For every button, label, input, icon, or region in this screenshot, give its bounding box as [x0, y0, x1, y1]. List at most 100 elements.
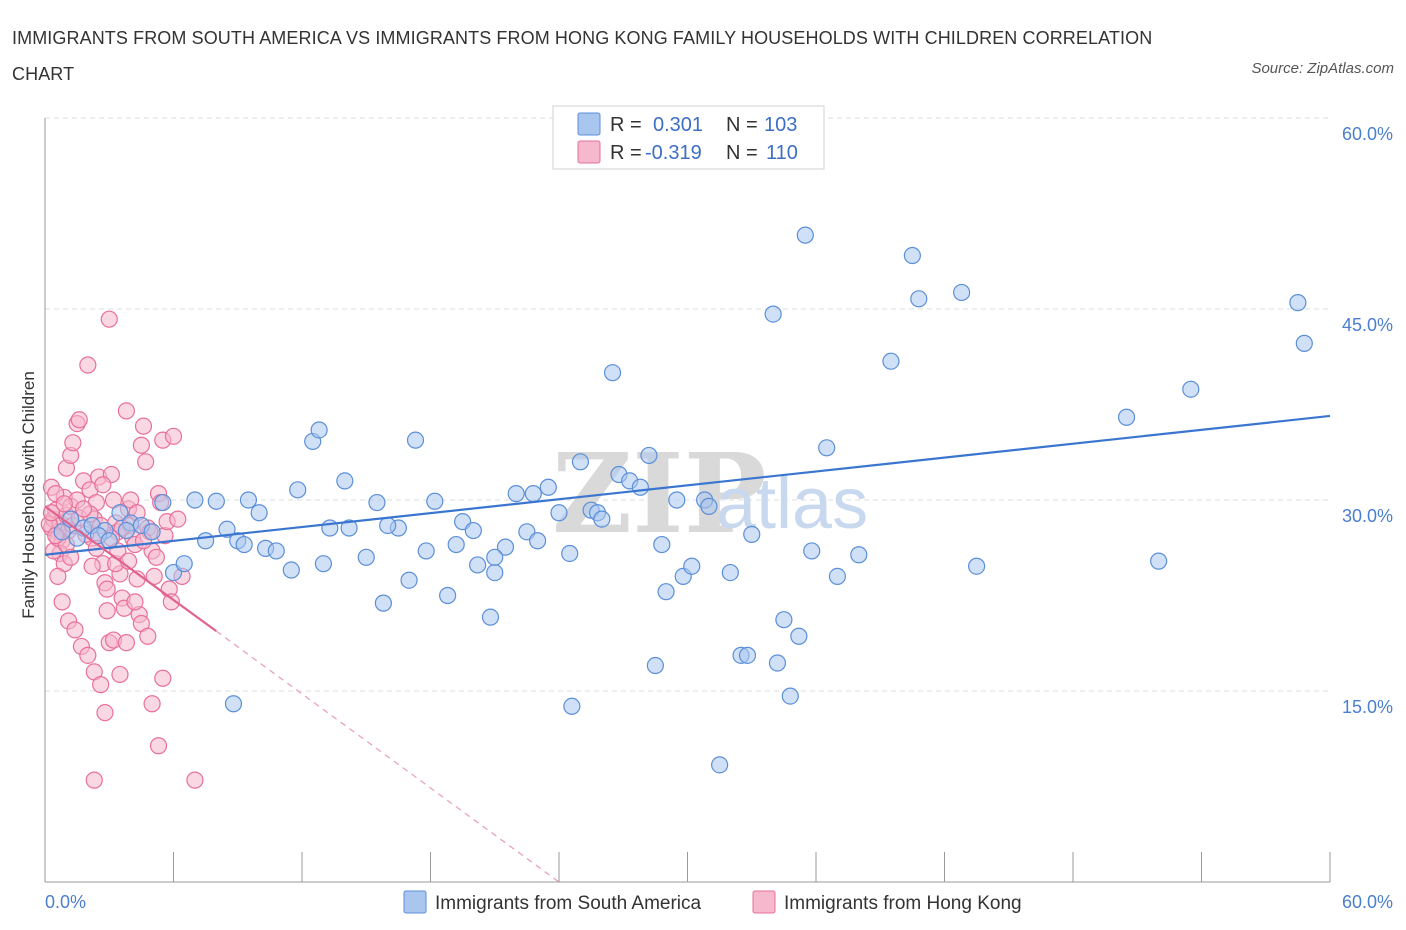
south-america-point — [593, 510, 611, 528]
hong-kong-point — [147, 548, 165, 566]
south-america-point — [953, 283, 971, 302]
y-axis-title: Family Households with Children — [19, 371, 38, 619]
south-america-point — [653, 535, 671, 554]
south-america-point — [235, 535, 253, 554]
south-america-point — [571, 453, 590, 471]
hong-kong-point — [162, 593, 180, 611]
hong-kong-point — [154, 669, 172, 687]
south-america-point — [336, 472, 354, 490]
south-america-point — [524, 485, 542, 503]
south-america-point — [267, 542, 285, 560]
hong-kong-point — [139, 627, 157, 645]
hong-kong-point — [145, 567, 163, 586]
south-america-point — [775, 611, 793, 629]
y-tick-label: 45.0% — [1342, 315, 1393, 335]
south-america-point — [289, 481, 307, 499]
south-america-point — [711, 756, 729, 774]
south-america-point — [314, 555, 333, 573]
south-america-point — [539, 478, 557, 496]
hong-kong-point — [85, 771, 103, 789]
hong-kong-point — [137, 453, 155, 471]
south-america-point — [803, 542, 821, 560]
hong-kong-point — [53, 593, 71, 611]
south-america-point — [368, 493, 386, 512]
south-america-point — [417, 542, 435, 560]
series-swatch-blue — [403, 890, 427, 914]
hong-kong-point — [55, 495, 73, 513]
south-america-point — [910, 290, 928, 308]
y-tick-label: 60.0% — [1342, 124, 1393, 144]
hong-kong-points — [40, 310, 204, 789]
south-america-point — [796, 226, 814, 244]
hong-kong-point — [164, 427, 183, 445]
hong-kong-point — [83, 557, 101, 575]
hong-kong-point — [92, 676, 110, 694]
hong-kong-point — [117, 402, 135, 420]
legend-swatch-blue — [577, 112, 601, 136]
south-america-point — [668, 491, 686, 509]
south-america-point — [111, 504, 129, 522]
south-america-point — [186, 491, 204, 509]
hong-kong-point — [79, 356, 97, 374]
south-america-point — [721, 563, 739, 582]
south-america-point — [406, 431, 425, 449]
hong-kong-point — [79, 646, 97, 664]
south-america-point — [828, 567, 847, 586]
south-america-point — [464, 521, 482, 540]
south-america-point — [968, 557, 986, 575]
watermark-atlas: atlas — [716, 464, 868, 544]
south-america-point — [1289, 294, 1307, 312]
south-america-point — [53, 523, 71, 541]
south-america-point — [528, 532, 547, 550]
south-america-point — [631, 478, 649, 496]
south-america-point — [447, 535, 465, 554]
hong-kong-point — [98, 602, 116, 620]
hong-kong-point — [169, 510, 187, 528]
hong-kong-trend-extension — [215, 630, 560, 883]
south-america-point — [850, 546, 868, 564]
south-america-point — [603, 364, 622, 382]
south-america-point — [379, 516, 397, 535]
south-america-point — [1150, 552, 1168, 570]
hong-kong-point — [100, 310, 118, 328]
south-america-point — [486, 548, 504, 566]
south-america-point — [790, 627, 808, 645]
gridlines — [45, 117, 1330, 692]
hong-kong-point — [70, 411, 88, 429]
series-swatch-pink — [752, 890, 776, 914]
south-america-point — [1182, 380, 1200, 398]
south-america-point — [218, 520, 236, 538]
x-tick-label: 0.0% — [45, 892, 86, 912]
south-america-point — [764, 305, 782, 323]
hong-kong-point — [111, 665, 129, 684]
south-america-point — [640, 446, 658, 465]
hong-kong-trend-line — [44, 505, 217, 633]
hong-kong-point — [94, 476, 112, 494]
series-legend: Immigrants from South America Immigrants… — [403, 890, 1022, 914]
south-america-point — [646, 656, 664, 675]
south-america-point — [818, 439, 836, 457]
south-america-point — [903, 246, 921, 265]
hong-kong-point — [66, 621, 84, 639]
south-america-point — [400, 571, 418, 589]
south-america-points — [53, 226, 1313, 774]
south-america-point — [282, 561, 300, 579]
south-america-point — [250, 504, 268, 522]
x-axis-ticks — [173, 852, 1331, 882]
south-america-point — [1295, 334, 1313, 352]
south-america-point — [207, 492, 225, 510]
south-america-point — [882, 352, 900, 370]
south-america-point — [563, 697, 581, 715]
south-america-point — [439, 586, 457, 605]
legend-n-label: N = — [726, 114, 758, 136]
south-america-point — [743, 525, 761, 543]
legend-r-label: R = — [610, 114, 642, 136]
hong-kong-point — [143, 695, 161, 713]
hong-kong-point — [132, 436, 150, 454]
legend-r-value: 0.301 — [653, 114, 703, 136]
south-america-point — [683, 557, 701, 575]
legend-swatch-pink — [577, 140, 601, 164]
south-america-point — [426, 492, 444, 510]
chart-title: IMMIGRANTS FROM SOUTH AMERICA VS IMMIGRA… — [12, 28, 1153, 84]
